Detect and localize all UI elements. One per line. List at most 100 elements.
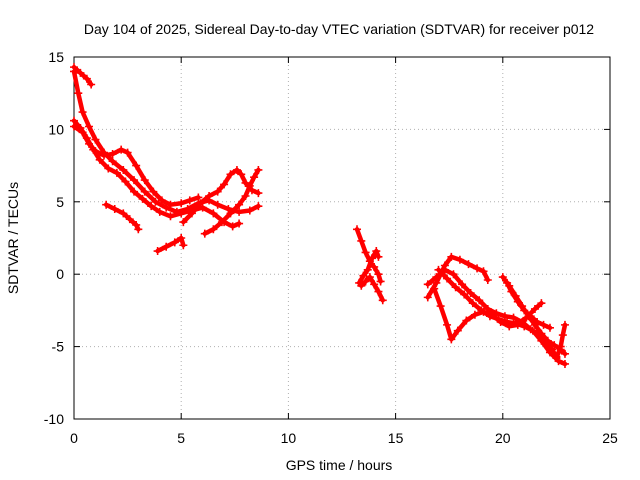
x-tick-label: 0 [70,430,78,446]
data-point [460,290,469,299]
data-point [132,161,141,170]
data-point [108,157,117,166]
data-point [560,320,569,329]
data-point [513,297,522,306]
data-point [560,349,569,358]
data-point [556,342,565,351]
data-point [455,255,464,264]
series-trace [554,322,568,361]
data-point [177,209,186,218]
data-point [134,225,143,234]
data-point [100,151,109,160]
data-point [372,247,381,256]
x-tick-label: 25 [602,430,618,446]
data-point [241,192,250,201]
y-tick-label: -10 [44,411,64,427]
data-point [370,262,379,271]
data-point [468,299,477,308]
data-point [82,74,91,83]
series-arc-3 [70,116,244,231]
series-arc-4 [70,122,203,209]
data-point [462,316,471,325]
data-point [162,242,171,251]
data-point [359,271,368,280]
data-point [537,329,546,338]
data-point [430,284,439,293]
data-point [220,180,229,189]
data-point [254,189,263,198]
plot-frame [73,56,611,420]
data-point [130,187,139,196]
data-point [365,273,374,282]
data-point [503,278,512,287]
data-point [423,280,432,289]
data-point [177,199,186,208]
data-point [432,273,441,282]
data-point [436,302,445,311]
data-point [235,200,244,209]
data-point [112,168,121,177]
data-point [235,207,244,216]
data-point [78,108,87,117]
series-arc-18 [552,320,569,363]
series-arc-5 [102,200,143,234]
data-point [110,205,119,214]
y-axis-label: SDTVAR / TECUs [5,182,21,294]
data-point [147,202,156,211]
data-point [140,176,149,185]
data-point [545,348,554,357]
y-tick-label: -5 [52,339,65,355]
data-point [235,219,244,228]
data-point [500,312,509,321]
data-point [451,283,460,292]
data-point [138,194,147,203]
data-point [177,234,186,242]
data-point [140,187,149,196]
data-point [560,359,569,368]
data-point [125,215,134,224]
data-point [217,218,226,227]
data-point [209,225,218,234]
series-trace [71,124,201,207]
y-tick-label: 5 [56,194,64,210]
data-point [370,280,379,289]
data-point [447,252,456,261]
y-tick-label: 0 [56,266,64,282]
data-point [528,326,537,335]
data-point [520,306,529,315]
data-point [196,199,205,208]
data-point [498,273,507,282]
data-point [70,67,78,76]
data-point [483,275,492,284]
data-point [443,274,452,283]
series-arc-15 [434,265,569,368]
data-point [74,89,83,98]
data-point [550,341,559,350]
data-point [232,165,241,174]
data-point [507,287,516,296]
series-arc-17 [503,278,554,332]
data-point [119,165,128,174]
data-point [205,192,214,201]
data-point [453,326,462,335]
data-point [241,178,250,187]
x-tick-label: 5 [177,430,185,446]
data-point [511,319,520,328]
x-tick-label: 15 [388,430,404,446]
data-point [237,170,246,179]
data-point [361,248,370,257]
data-point [530,304,539,313]
data-point [520,322,529,331]
data-point [443,320,452,329]
data-point [254,165,263,174]
data-point [108,150,117,159]
data-point [533,317,542,326]
data-point [166,200,175,209]
data-point [245,181,254,190]
data-point [558,331,567,340]
data-point [226,170,235,179]
series-arc-2 [70,67,263,216]
data-point [85,122,94,131]
data-point [187,209,196,218]
data-point [119,209,128,218]
